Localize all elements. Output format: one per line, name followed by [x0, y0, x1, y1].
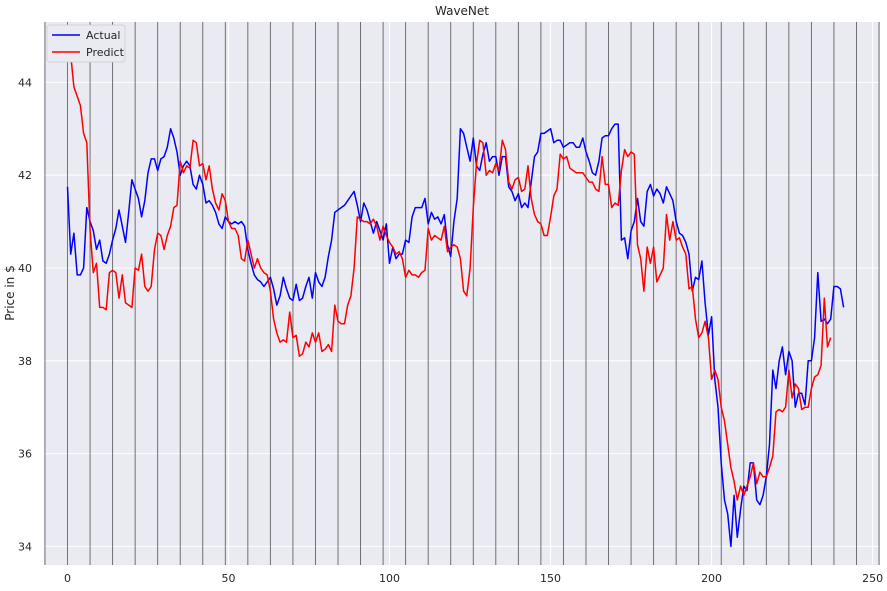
series-line-predict: [66, 44, 832, 501]
x-tick-label: 50: [222, 572, 236, 585]
legend: Actual Predict: [46, 24, 126, 63]
legend-label-actual: Actual: [86, 29, 120, 42]
chart-title: WaveNet: [435, 4, 489, 18]
y-tick-label: 38: [18, 355, 32, 368]
y-tick-label: 44: [18, 76, 32, 89]
x-tick-label: 0: [64, 572, 71, 585]
x-tick-labels: 0 50 100 150 200 250: [64, 572, 883, 585]
y-axis-label: Price in $: [3, 265, 17, 320]
y-tick-label: 42: [18, 169, 32, 182]
x-tick-label: 250: [862, 572, 883, 585]
y-tick-labels: 34 36 38 40 42 44: [18, 76, 32, 553]
series-line-actual: [66, 123, 845, 548]
legend-label-predict: Predict: [86, 46, 125, 59]
plot-background: [44, 22, 880, 565]
x-tick-label: 100: [379, 572, 400, 585]
series-lines: [66, 44, 845, 548]
y-tick-label: 34: [18, 540, 32, 553]
x-tick-label: 150: [540, 572, 561, 585]
y-tick-label: 40: [18, 262, 32, 275]
y-tick-label: 36: [18, 448, 32, 461]
x-tick-label: 200: [701, 572, 722, 585]
